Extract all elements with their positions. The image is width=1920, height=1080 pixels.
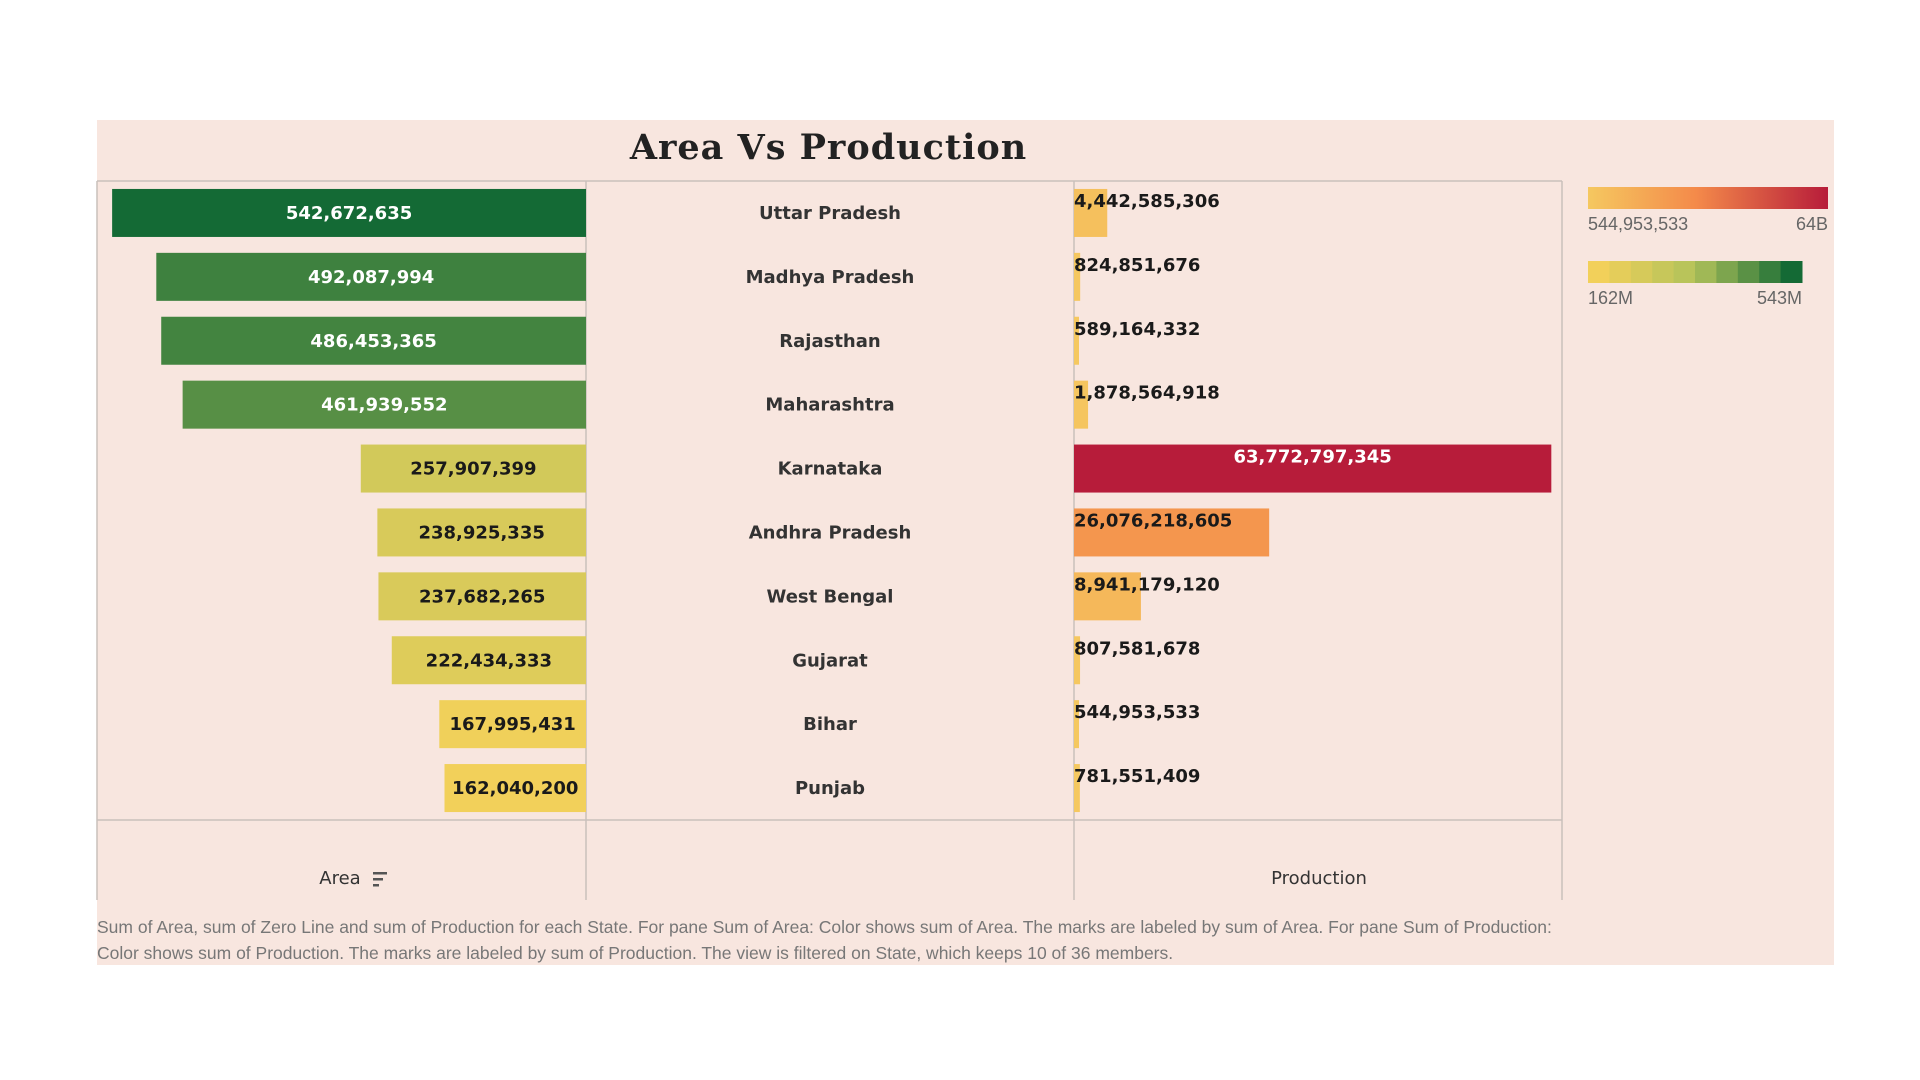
state-label: Andhra Pradesh bbox=[749, 522, 912, 543]
area-color-legend[interactable] bbox=[1588, 261, 1803, 283]
production-bar[interactable] bbox=[1074, 636, 1081, 685]
state-label: Karnataka bbox=[778, 459, 883, 480]
area-bar-label: 237,682,265 bbox=[419, 586, 545, 607]
state-label: Uttar Pradesh bbox=[759, 203, 901, 224]
production-bar-label: 589,164,332 bbox=[1074, 319, 1200, 340]
production-legend-max: 64B bbox=[1795, 214, 1828, 234]
area-bar[interactable] bbox=[391, 636, 586, 685]
production-bar-label: 781,551,409 bbox=[1074, 766, 1200, 787]
area-bar[interactable] bbox=[182, 380, 586, 429]
area-bar-label: 486,453,365 bbox=[310, 331, 436, 352]
area-bar-label: 492,087,994 bbox=[308, 267, 434, 288]
production-axis-title[interactable]: Production bbox=[1271, 868, 1367, 889]
production-bar-label: 807,581,678 bbox=[1074, 638, 1200, 659]
production-color-legend[interactable] bbox=[1588, 187, 1828, 209]
production-bar-label: 8,941,179,120 bbox=[1074, 574, 1220, 595]
area-bar-label: 461,939,552 bbox=[321, 395, 447, 416]
area-bar-label: 162,040,200 bbox=[452, 778, 578, 799]
state-label: Bihar bbox=[803, 714, 857, 735]
sort-descending-icon[interactable] bbox=[373, 872, 387, 887]
area-legend-step bbox=[1652, 261, 1675, 283]
production-bar-label: 1,878,564,918 bbox=[1074, 383, 1220, 404]
production-legend-min: 544,953,533 bbox=[1588, 214, 1689, 234]
area-bar[interactable] bbox=[360, 444, 586, 493]
production-bar[interactable] bbox=[1074, 764, 1080, 813]
production-bar[interactable] bbox=[1074, 252, 1081, 301]
production-bar-label: 4,442,585,306 bbox=[1074, 191, 1220, 212]
area-bar[interactable] bbox=[377, 508, 586, 557]
state-label: West Bengal bbox=[767, 586, 894, 607]
area-legend-step bbox=[1588, 261, 1610, 283]
production-bar-label: 824,851,676 bbox=[1074, 255, 1200, 276]
area-bar-label: 257,907,399 bbox=[410, 459, 536, 480]
area-legend-step bbox=[1780, 261, 1803, 283]
state-labels: Uttar Pradesh Madhya Pradesh Rajasthan Maha… bbox=[746, 203, 915, 799]
area-bar[interactable] bbox=[156, 252, 586, 301]
axis-titles: Area Production bbox=[319, 868, 1367, 889]
area-legend-step bbox=[1630, 261, 1653, 283]
production-bar-label: 544,953,533 bbox=[1074, 702, 1200, 723]
state-label: Madhya Pradesh bbox=[746, 267, 915, 288]
production-bars: 4,442,585,306 824,851,676 589,164,332 1,878… bbox=[1074, 188, 1552, 813]
production-bar[interactable] bbox=[1074, 508, 1270, 557]
area-bar-label: 238,925,335 bbox=[418, 522, 544, 543]
area-legend-step bbox=[1716, 261, 1739, 283]
area-legend-step bbox=[1737, 261, 1760, 283]
area-legend-step bbox=[1673, 261, 1696, 283]
production-bar[interactable] bbox=[1074, 700, 1079, 749]
area-legend-step bbox=[1695, 261, 1717, 283]
state-label: Punjab bbox=[795, 778, 865, 799]
chart-title: Area Vs Production bbox=[629, 127, 1028, 168]
state-label: Maharashtra bbox=[765, 395, 894, 416]
state-label: Rajasthan bbox=[779, 331, 880, 352]
production-bar[interactable] bbox=[1074, 572, 1141, 621]
production-bar[interactable] bbox=[1074, 316, 1079, 365]
state-label: Gujarat bbox=[792, 650, 868, 671]
area-bar-label: 222,434,333 bbox=[426, 650, 552, 671]
production-bar-label: 63,772,797,345 bbox=[1234, 447, 1392, 468]
area-bar[interactable] bbox=[439, 700, 586, 749]
area-bar[interactable] bbox=[161, 316, 586, 365]
area-bar[interactable] bbox=[112, 188, 587, 237]
chart-caption: Sum of Area, sum of Zero Line and sum of… bbox=[97, 917, 1552, 963]
production-bar-label: 26,076,218,605 bbox=[1074, 510, 1232, 531]
area-bar[interactable] bbox=[444, 764, 586, 813]
area-bar-label: 542,672,635 bbox=[286, 203, 412, 224]
area-bar-label: 167,995,431 bbox=[449, 714, 575, 735]
area-legend-max: 543M bbox=[1756, 288, 1802, 308]
production-bar[interactable] bbox=[1074, 380, 1089, 429]
area-legend-step bbox=[1609, 261, 1632, 283]
legends bbox=[1588, 187, 1828, 283]
area-bar[interactable] bbox=[378, 572, 586, 621]
area-bars: 542,672,635 492,087,994 486,453,365 461,939… bbox=[112, 188, 587, 813]
production-bar[interactable] bbox=[1074, 444, 1552, 493]
area-legend-step bbox=[1759, 261, 1782, 283]
production-bar[interactable] bbox=[1074, 188, 1108, 237]
area-legend-min: 162M bbox=[1588, 288, 1634, 308]
area-axis-title[interactable]: Area bbox=[319, 868, 360, 889]
